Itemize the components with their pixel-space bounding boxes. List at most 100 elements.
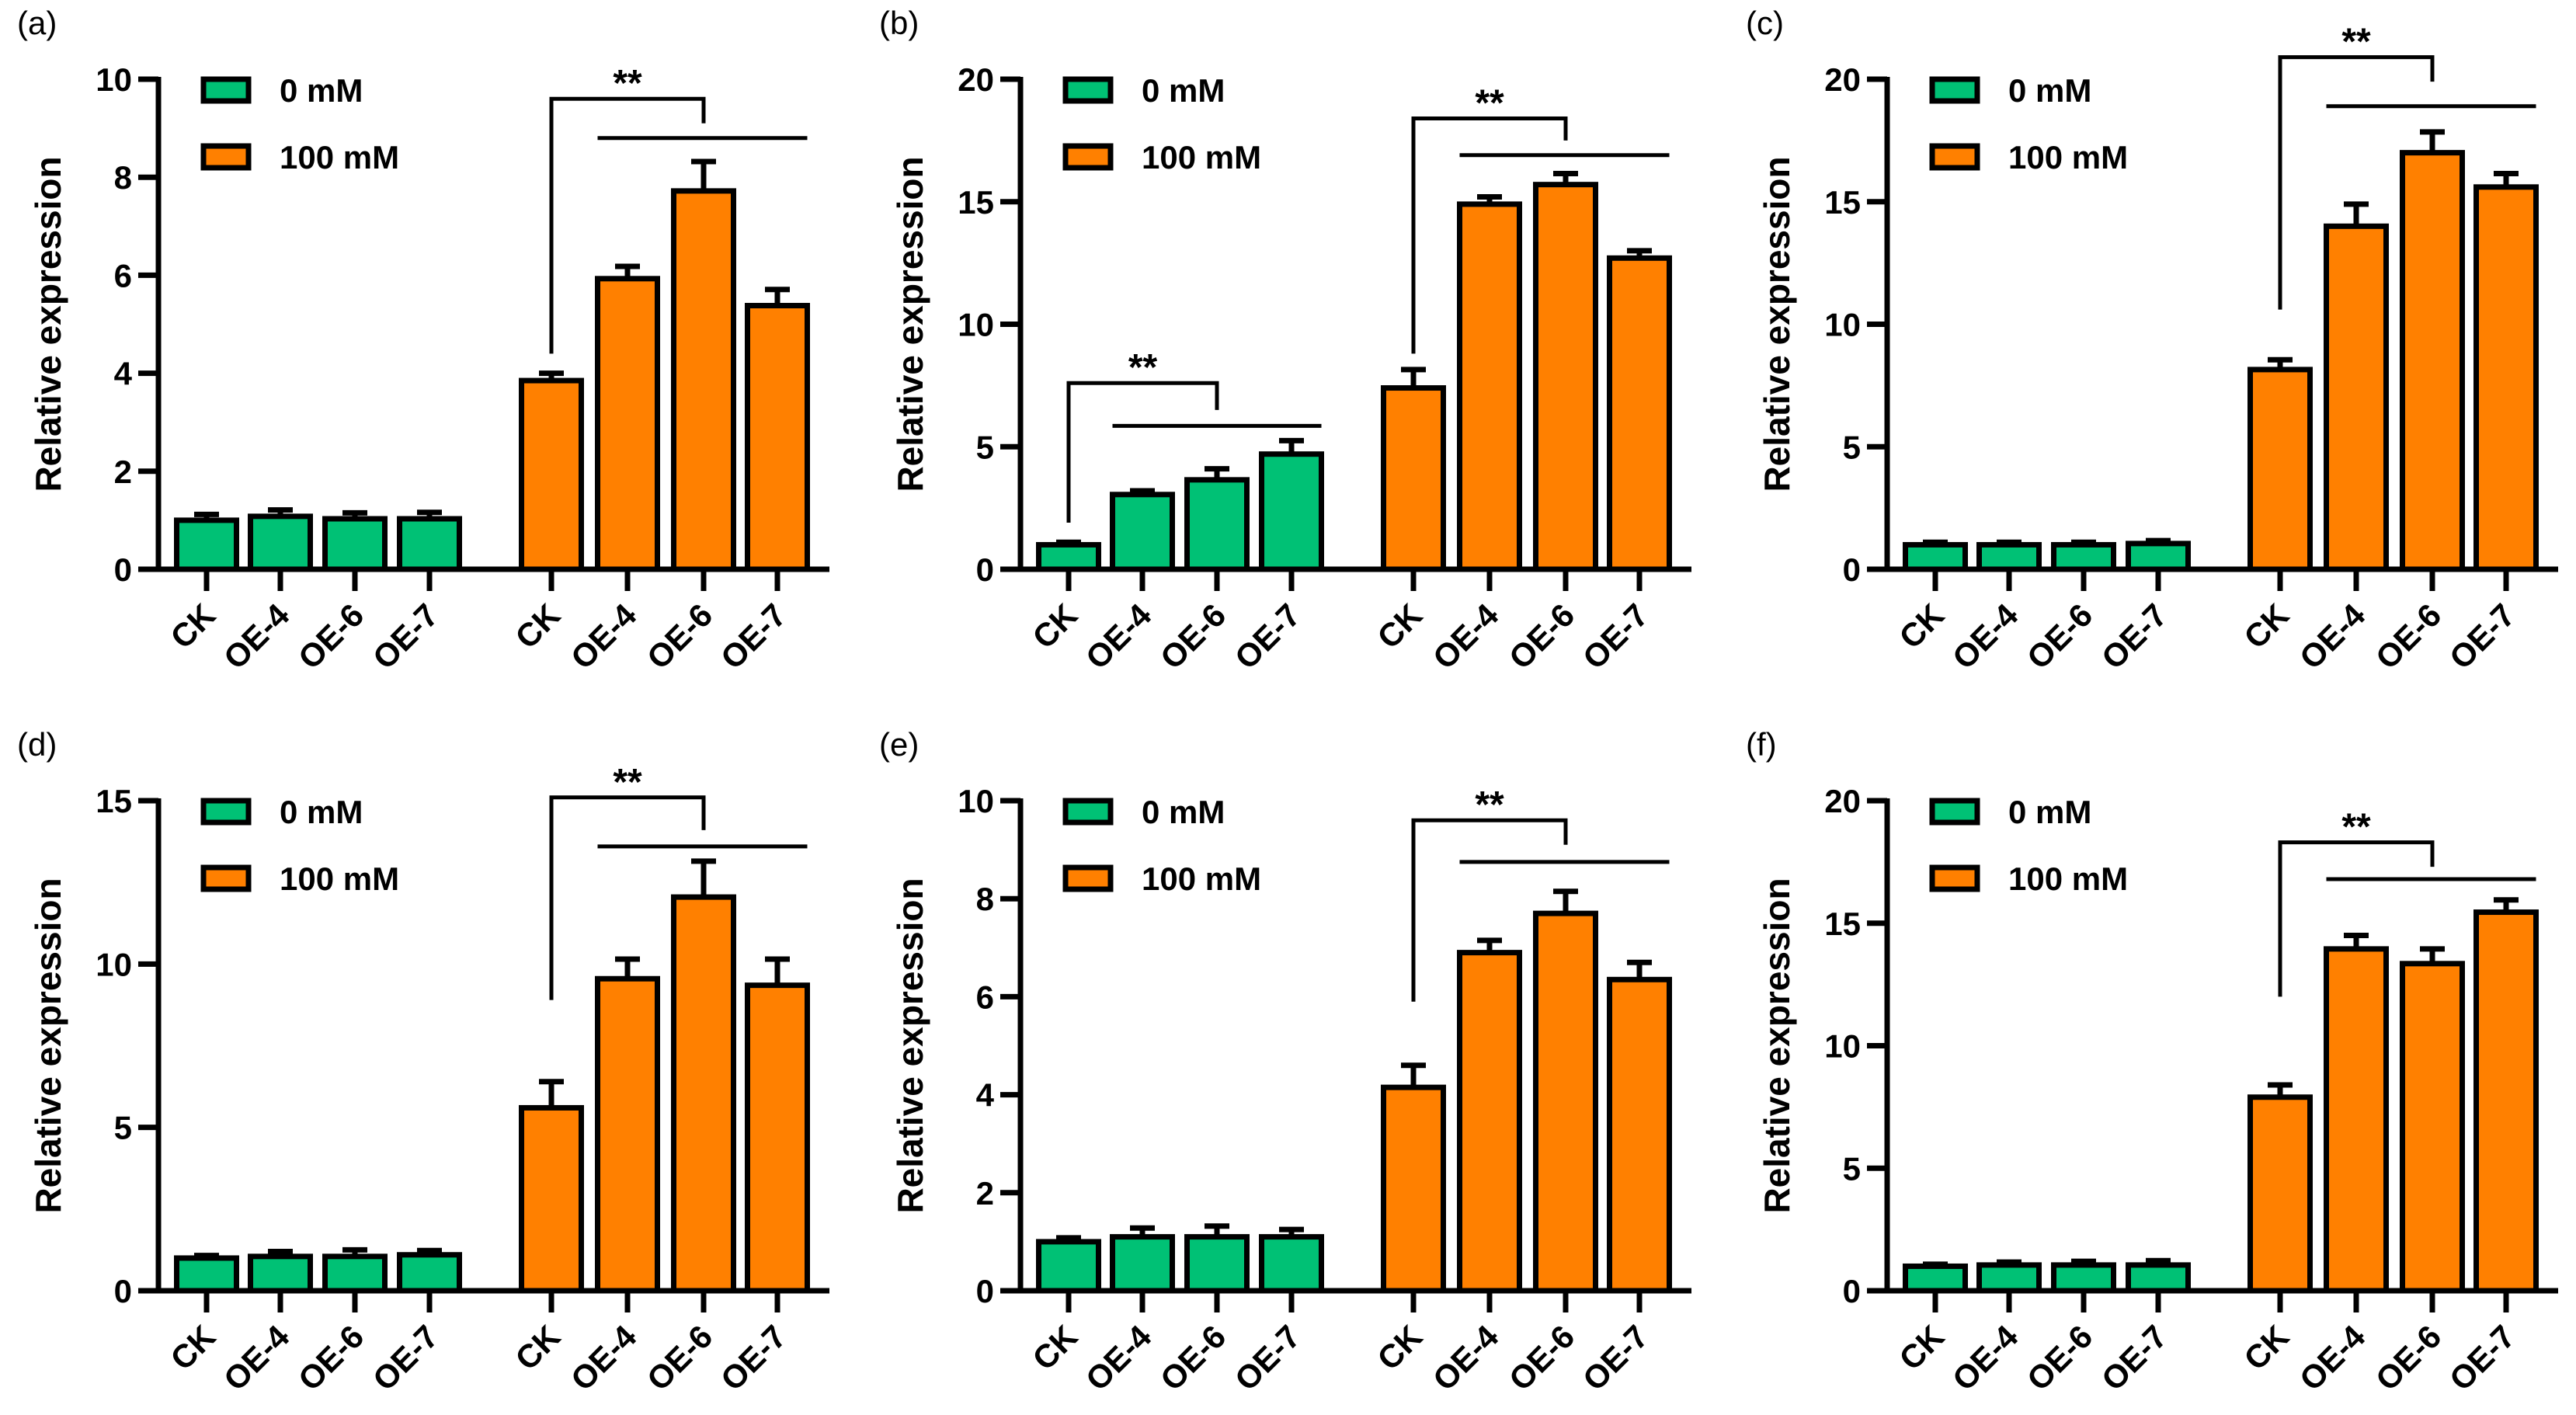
panel-label: (f) <box>1746 726 1777 763</box>
x-tick-label: OE-7 <box>714 596 794 676</box>
y-tick-label: 20 <box>1824 783 1861 819</box>
x-tick-label: OE-4 <box>564 1318 644 1398</box>
bar <box>397 1252 462 1294</box>
significance-bracket <box>2278 55 2435 310</box>
x-tick-label: OE-7 <box>2095 1318 2174 1398</box>
y-tick-label: 6 <box>976 979 994 1015</box>
significance-stars: ** <box>1128 347 1158 388</box>
y-tick-label: 0 <box>976 1273 994 1309</box>
bar <box>2126 541 2191 572</box>
bar <box>2473 909 2539 1294</box>
bar <box>1457 201 1522 572</box>
y-tick-label: 10 <box>1824 1028 1861 1065</box>
bar <box>1607 976 1672 1294</box>
legend-swatch <box>1062 76 1114 104</box>
bar <box>1381 385 1446 572</box>
significance-bracket <box>549 96 706 354</box>
bar <box>2400 150 2465 572</box>
bar <box>2324 946 2389 1294</box>
panel-label: (a) <box>17 5 57 41</box>
y-tick-label: 2 <box>976 1175 994 1212</box>
x-tick-label: OE-6 <box>1502 1318 1582 1398</box>
x-tick-label: OE-7 <box>1228 596 1308 676</box>
x-tick-label: OE-4 <box>564 596 644 676</box>
significance-bracket <box>549 795 706 1000</box>
x-tick-label: OE-6 <box>2369 1318 2449 1398</box>
x-tick-label: OE-7 <box>1576 1318 1656 1398</box>
legend-swatch <box>200 864 252 892</box>
y-tick-label: 5 <box>1843 1150 1861 1187</box>
y-tick-label: 5 <box>1843 429 1861 465</box>
x-tick-label: CK <box>508 1318 567 1377</box>
x-tick-label: CK <box>2237 1318 2296 1377</box>
bar <box>174 1255 239 1294</box>
legend-label: 0 mM <box>280 72 363 109</box>
bar <box>519 1104 584 1294</box>
x-tick-label: OE-6 <box>640 596 720 676</box>
legend-label: 0 mM <box>2008 794 2091 830</box>
x-tick-label: OE-4 <box>1945 596 2025 676</box>
x-tick-label: OE-6 <box>291 1318 371 1398</box>
legend-swatch <box>200 143 252 171</box>
y-tick-label: 15 <box>958 184 994 221</box>
x-tick-label: OE-4 <box>1079 596 1159 676</box>
bar <box>745 303 810 572</box>
bar <box>595 276 660 572</box>
bar <box>1184 477 1250 572</box>
x-tick-label: CK <box>508 596 567 655</box>
y-tick-label: 4 <box>976 1077 995 1114</box>
bar <box>322 516 388 572</box>
bar <box>2126 1262 2191 1294</box>
significance-stars: ** <box>2341 22 2371 63</box>
significance-stars: ** <box>613 63 642 104</box>
x-tick-label: OE-6 <box>640 1318 720 1398</box>
bar <box>1533 182 1598 572</box>
bar <box>1259 451 1324 572</box>
bar <box>248 513 313 572</box>
bar <box>1259 1234 1324 1294</box>
x-tick-label: OE-4 <box>1079 1318 1159 1398</box>
y-tick-label: 10 <box>96 946 132 982</box>
y-axis-label: Relative expression <box>1757 878 1797 1213</box>
x-tick-label: OE-6 <box>2020 596 2100 676</box>
x-tick-label: CK <box>1025 596 1084 655</box>
legend-label: 0 mM <box>2008 72 2091 109</box>
y-tick-label: 20 <box>958 61 994 98</box>
significance-stars: ** <box>2341 807 2371 848</box>
y-tick-label: 20 <box>1824 61 1861 98</box>
legend-label: 100 mM <box>1142 139 1261 176</box>
y-tick-label: 6 <box>114 257 132 294</box>
x-tick-label: CK <box>2237 596 2296 655</box>
significance-bracket <box>2278 840 2435 997</box>
bar <box>1110 492 1175 572</box>
bar <box>1110 1234 1175 1294</box>
bar <box>2051 1262 2116 1294</box>
x-tick-label: OE-6 <box>291 596 371 676</box>
y-axis-label: Relative expression <box>890 878 930 1213</box>
bar <box>671 188 736 572</box>
y-tick-label: 0 <box>976 551 994 588</box>
x-tick-label: CK <box>1370 1318 1429 1377</box>
x-tick-label: CK <box>1370 596 1429 655</box>
bar <box>248 1253 313 1294</box>
x-tick-label: OE-7 <box>2442 596 2522 676</box>
y-tick-label: 5 <box>976 429 994 465</box>
bar <box>2247 367 2313 572</box>
legend-swatch <box>1929 143 1980 171</box>
x-tick-label: OE-7 <box>1228 1318 1308 1398</box>
bar <box>2247 1094 2313 1294</box>
legend-swatch <box>1929 864 1980 892</box>
x-tick-label: OE-7 <box>2095 596 2174 676</box>
x-tick-label: OE-6 <box>2369 596 2449 676</box>
y-tick-label: 8 <box>114 159 132 196</box>
y-tick-label: 8 <box>976 881 994 917</box>
bar <box>174 517 239 572</box>
bar <box>322 1253 388 1294</box>
y-tick-label: 10 <box>1824 307 1861 343</box>
y-tick-label: 15 <box>1824 906 1861 942</box>
bar <box>745 982 810 1294</box>
x-tick-label: CK <box>163 1318 222 1377</box>
